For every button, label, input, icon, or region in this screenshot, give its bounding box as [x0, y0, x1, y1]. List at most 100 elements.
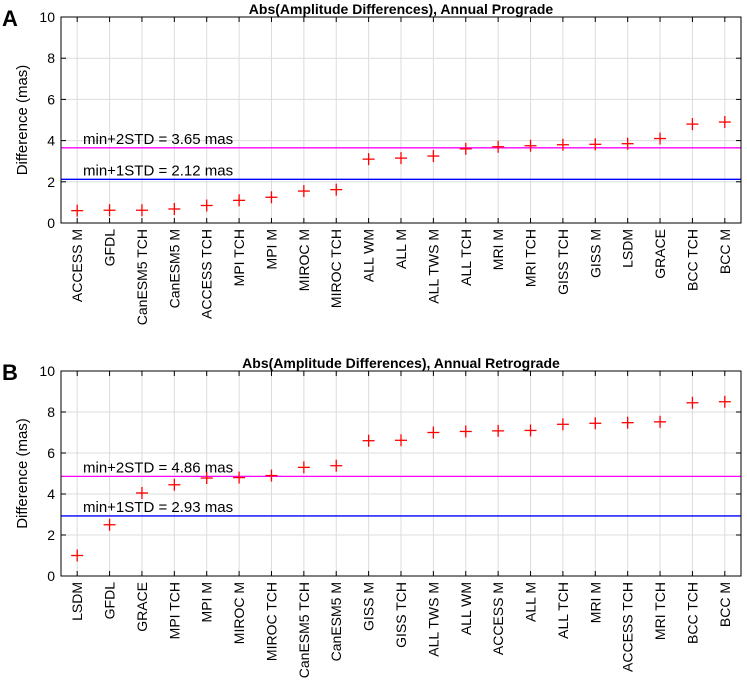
y-tick-label: 2: [47, 174, 55, 190]
data-point: [330, 459, 343, 472]
data-point: [492, 424, 505, 437]
x-tick-label: BCC M: [717, 229, 733, 274]
data-point: [233, 194, 246, 207]
y-tick-label: 8: [47, 404, 55, 420]
x-tick-label: MPI TCH: [231, 229, 247, 286]
data-point: [524, 424, 537, 437]
chart-title: Abs(Amplitude Differences), Annual Progr…: [249, 1, 554, 17]
data-point: [297, 461, 310, 474]
data-point: [168, 202, 181, 215]
x-tick-label: CanESM5 TCH: [296, 582, 312, 678]
x-tick-label: GISS TCH: [393, 582, 409, 648]
data-point: [233, 471, 246, 484]
data-point: [524, 139, 537, 152]
x-tick-label: ALL WM: [361, 229, 377, 282]
x-tick-label: MPI M: [199, 582, 215, 622]
x-tick-label: MRI M: [587, 582, 603, 623]
data-point: [362, 434, 375, 447]
x-tick-label: MIROC M: [231, 582, 247, 644]
y-tick-label: 8: [47, 50, 55, 66]
data-point: [330, 183, 343, 196]
x-tick-label: BCC TCH: [684, 582, 700, 644]
data-point: [103, 518, 116, 531]
y-axis-label: Difference (mas): [14, 65, 31, 176]
data-point: [427, 150, 440, 163]
y-tick-label: 0: [47, 215, 55, 231]
data-point: [362, 153, 375, 166]
threshold-label: min+1STD = 2.93 mas: [83, 499, 233, 516]
x-tick-label: ACCESS TCH: [199, 229, 215, 319]
threshold-label: min+1STD = 2.12 mas: [83, 162, 233, 179]
x-tick-label: LSDM: [620, 229, 636, 268]
panel-letter: B: [2, 360, 18, 385]
data-point: [200, 472, 213, 485]
x-tick-label: CanESM5 TCH: [134, 229, 150, 325]
data-point: [654, 132, 667, 145]
chart-title: Abs(Amplitude Differences), Annual Retro…: [242, 355, 560, 371]
data-point: [168, 478, 181, 491]
data-point: [265, 191, 278, 204]
x-tick-label: MRI TCH: [652, 582, 668, 640]
y-tick-label: 6: [47, 91, 55, 107]
data-point: [654, 415, 667, 428]
x-tick-label: CanESM5 M: [328, 582, 344, 661]
x-tick-label: GISS TCH: [555, 229, 571, 295]
y-tick-label: 10: [39, 363, 55, 379]
x-tick-label: ALL TCH: [555, 582, 571, 639]
y-tick-label: 0: [47, 568, 55, 584]
data-point: [556, 418, 569, 431]
data-point: [589, 417, 602, 430]
data-point: [492, 140, 505, 153]
y-tick-label: 6: [47, 445, 55, 461]
data-point: [686, 118, 699, 131]
data-point: [103, 204, 116, 217]
x-tick-label: ALL TWS M: [425, 582, 441, 657]
y-axis-label: Difference (mas): [14, 418, 31, 529]
data-point: [135, 204, 148, 217]
x-tick-label: MPI M: [263, 229, 279, 269]
y-tick-label: 4: [47, 486, 55, 502]
data-point: [135, 486, 148, 499]
data-point: [427, 426, 440, 439]
x-tick-label: ALL TWS M: [425, 229, 441, 304]
y-tick-label: 4: [47, 133, 55, 149]
chart-panel-B: B Abs(Amplitude Differences), Annual Retr…: [2, 355, 742, 678]
threshold-label: min+2STD = 3.65 mas: [83, 131, 233, 148]
data-point: [395, 434, 407, 447]
x-tick-label: BCC TCH: [684, 229, 700, 291]
x-tick-label: GRACE: [134, 582, 150, 632]
x-tick-label: GFDL: [102, 229, 118, 267]
data-point: [621, 137, 634, 150]
x-tick-label: ALL M: [523, 582, 539, 622]
data-point: [556, 138, 569, 151]
x-tick-label: MIROC TCH: [328, 229, 344, 308]
x-tick-label: MIROC TCH: [263, 582, 279, 661]
data-point: [200, 199, 213, 212]
x-tick-label: MIROC M: [296, 229, 312, 291]
data-point: [621, 416, 634, 429]
data-point: [718, 395, 731, 408]
data-point: [71, 549, 84, 562]
x-tick-label: ACCESS TCH: [620, 582, 636, 672]
panel-letter: A: [2, 6, 18, 31]
data-point: [589, 138, 602, 151]
data-point: [686, 396, 699, 409]
data-point: [71, 204, 84, 217]
data-point: [718, 116, 731, 129]
x-tick-label: GFDL: [102, 582, 118, 620]
x-tick-label: GISS M: [361, 582, 377, 631]
data-point: [459, 425, 472, 438]
x-tick-label: ACCESS M: [69, 229, 85, 302]
data-point: [297, 185, 310, 198]
x-tick-label: LSDM: [69, 582, 85, 621]
x-tick-label: ALL WM: [458, 582, 474, 635]
data-point: [459, 142, 472, 155]
data-point: [395, 152, 407, 165]
x-tick-label: ALL TCH: [458, 229, 474, 286]
x-tick-label: MRI M: [490, 229, 506, 270]
x-tick-label: MPI TCH: [166, 582, 182, 639]
y-tick-label: 10: [39, 9, 55, 25]
x-tick-label: GRACE: [652, 229, 668, 279]
threshold-label: min+2STD = 4.86 mas: [83, 459, 233, 476]
